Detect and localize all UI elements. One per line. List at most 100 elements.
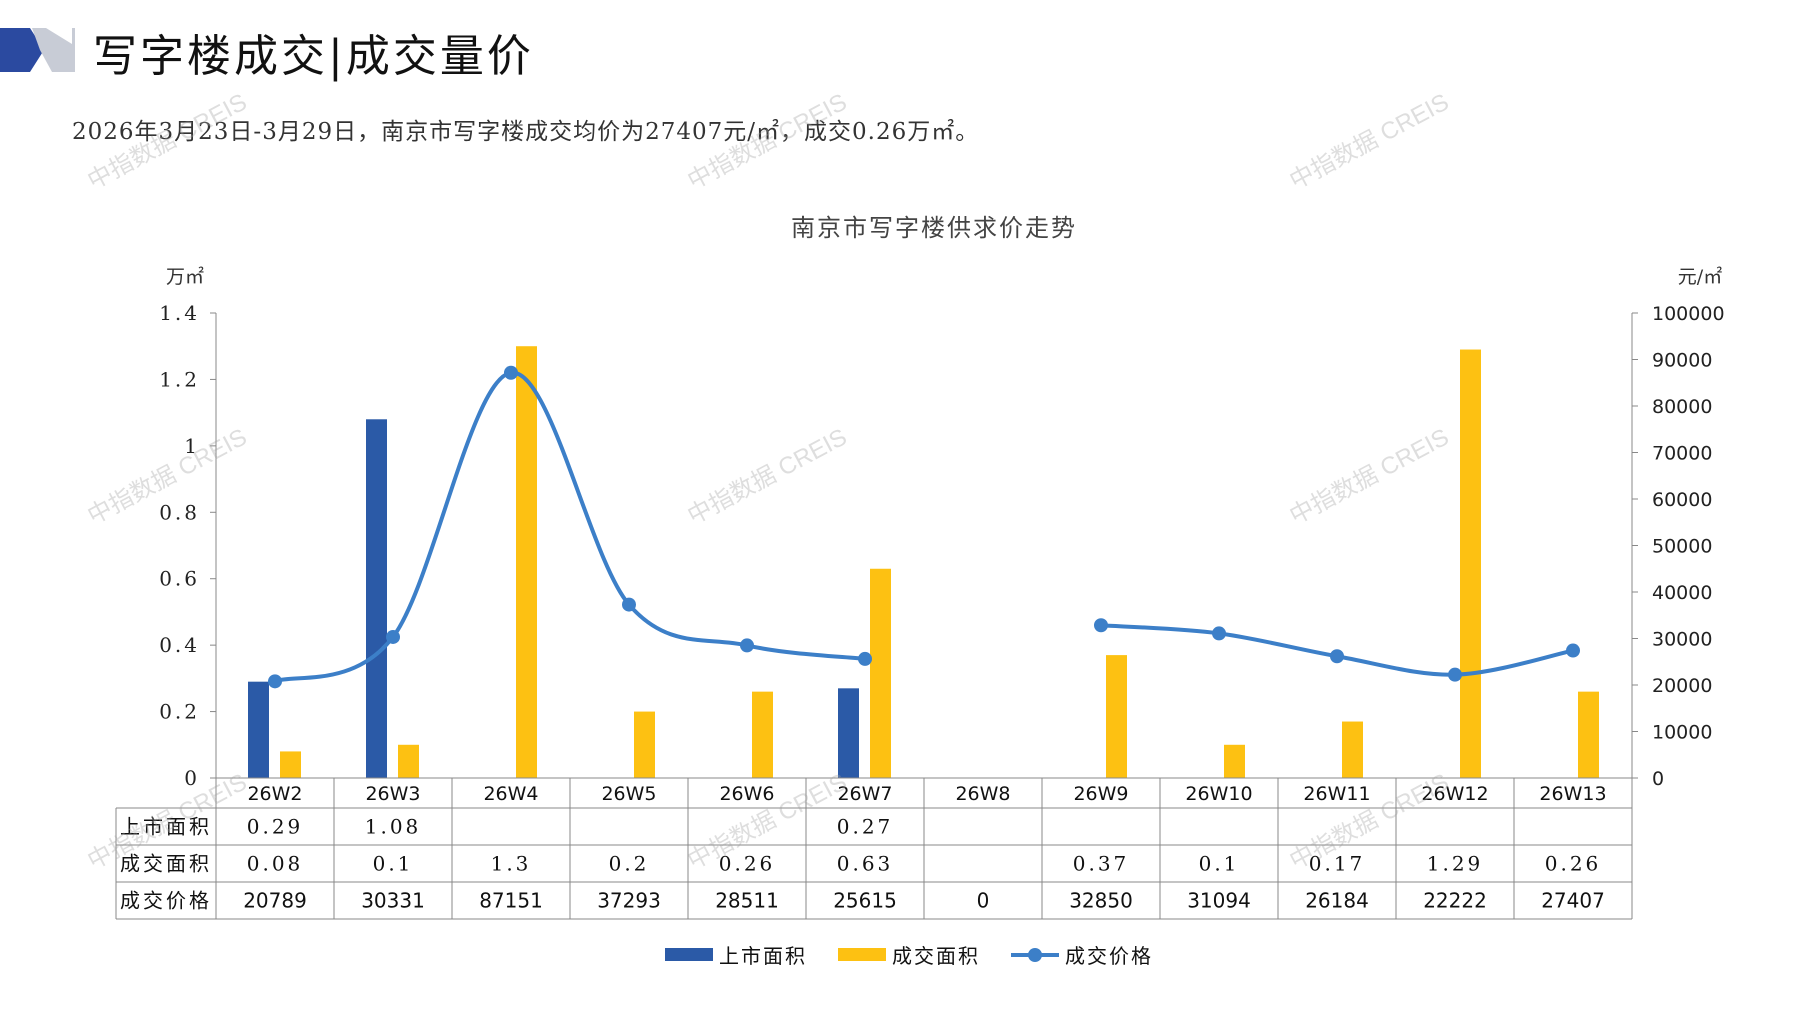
table-data-label: 25615 — [833, 889, 897, 913]
page-title: 写字楼成交|成交量价 — [93, 31, 534, 82]
bar-deal-area — [398, 744, 419, 778]
table-data-label: 30331 — [361, 889, 425, 913]
brand-logo — [0, 28, 75, 72]
bar-listed-area — [366, 419, 387, 778]
price-point — [386, 629, 400, 644]
x-category-label: 26W3 — [365, 783, 420, 805]
price-point — [858, 651, 872, 666]
right-axis-tick-label: 60000 — [1652, 489, 1712, 511]
right-axis-tick-label: 0 — [1652, 768, 1664, 790]
table-data-label: 1.08 — [365, 815, 422, 839]
x-category-label: 26W6 — [719, 783, 774, 805]
table-data-label: 0.2 — [609, 852, 650, 876]
table-row-label: 上市面积 — [120, 815, 212, 839]
bar-listed-area — [838, 688, 859, 778]
legend-label: 成交面积 — [892, 944, 980, 968]
price-point — [268, 674, 282, 689]
table-data-label: 1.3 — [491, 852, 532, 876]
left-axis-tick-label: 0 — [184, 766, 200, 790]
bar-deal-area — [1342, 721, 1363, 778]
price-point — [1330, 649, 1344, 664]
legend-swatch — [838, 948, 886, 961]
legend-label: 成交价格 — [1065, 944, 1153, 968]
table-data-label: 0.08 — [247, 852, 304, 876]
right-axis-tick-label: 40000 — [1652, 582, 1712, 604]
bar-listed-area — [248, 681, 269, 778]
table-row-label: 成交价格 — [120, 889, 212, 913]
x-category-label: 26W13 — [1539, 783, 1606, 805]
bar-deal-area — [1224, 744, 1245, 778]
table-data-label: 0.26 — [1545, 852, 1602, 876]
left-axis-tick-label: 0.8 — [159, 500, 200, 524]
price-point — [1094, 618, 1108, 633]
table-data-label: 32850 — [1069, 889, 1133, 913]
left-axis-tick-label: 0.6 — [159, 567, 200, 591]
bar-deal-area — [516, 346, 537, 778]
right-axis-tick-label: 50000 — [1652, 536, 1712, 558]
table-data-label: 0.26 — [719, 852, 776, 876]
right-axis-unit: 元/㎡ — [1678, 265, 1722, 288]
x-category-label: 26W5 — [601, 783, 656, 805]
price-point — [504, 365, 518, 380]
legend-swatch — [665, 948, 713, 961]
table-data-label: 28511 — [715, 889, 779, 913]
bar-deal-area — [870, 568, 891, 778]
chart-title: 南京市写字楼供求价走势 — [791, 214, 1077, 242]
price-point — [622, 597, 636, 612]
table-data-label: 0.1 — [373, 852, 414, 876]
bar-deal-area — [1106, 655, 1127, 778]
right-axis-tick-label: 10000 — [1652, 722, 1712, 744]
x-category-label: 26W10 — [1185, 783, 1252, 805]
table-data-label: 0.27 — [837, 815, 894, 839]
price-point — [1566, 643, 1580, 658]
left-axis-unit: 万㎡ — [166, 265, 204, 288]
x-category-label: 26W12 — [1421, 783, 1488, 805]
table-data-label: 37293 — [597, 889, 661, 913]
legend-swatch-marker — [1028, 948, 1042, 962]
x-category-label: 26W7 — [837, 783, 892, 805]
table-data-label: 27407 — [1541, 889, 1605, 913]
x-category-label: 26W8 — [955, 783, 1010, 805]
price-point — [1212, 626, 1226, 641]
left-axis-tick-label: 1.4 — [159, 301, 200, 325]
right-axis-tick-label: 100000 — [1652, 303, 1725, 325]
logo-dark-shape — [0, 28, 44, 72]
bar-deal-area — [1460, 349, 1481, 778]
table-data-label: 0.37 — [1073, 852, 1130, 876]
bar-deal-area — [1578, 691, 1599, 778]
table-data-label: 26184 — [1305, 889, 1369, 913]
bar-deal-area — [752, 691, 773, 778]
table-data-label: 20789 — [243, 889, 307, 913]
right-axis-tick-label: 30000 — [1652, 629, 1712, 651]
left-axis-tick-label: 1 — [184, 434, 200, 458]
table-data-label: 0.17 — [1309, 852, 1366, 876]
table-row-label: 成交面积 — [120, 852, 212, 876]
right-axis-tick-label: 80000 — [1652, 396, 1712, 418]
left-axis-tick-label: 0.2 — [159, 700, 200, 724]
right-axis-tick-label: 20000 — [1652, 675, 1712, 697]
table-data-label: 31094 — [1187, 889, 1251, 913]
table-data-label: 0.1 — [1199, 852, 1240, 876]
logo-cut-shape — [46, 28, 72, 44]
table-data-label: 0 — [977, 889, 990, 913]
table-data-label: 0.29 — [247, 815, 304, 839]
table-data-label: 22222 — [1423, 889, 1487, 913]
right-axis-tick-label: 90000 — [1652, 350, 1712, 372]
x-category-label: 26W11 — [1303, 783, 1370, 805]
table-data-label: 1.29 — [1427, 852, 1484, 876]
x-category-label: 26W4 — [483, 783, 538, 805]
x-category-label: 26W9 — [1073, 783, 1128, 805]
summary-text: 2026年3月23日-3月29日，南京市写字楼成交均价为27407元/㎡，成交0… — [72, 119, 980, 145]
left-axis-tick-label: 1.2 — [159, 367, 200, 391]
price-point — [740, 638, 754, 653]
bar-deal-area — [280, 751, 301, 778]
bar-deal-area — [634, 711, 655, 778]
table-data-label: 0.63 — [837, 852, 894, 876]
price-line — [273, 370, 867, 684]
price-point — [1448, 667, 1462, 682]
right-axis-tick-label: 70000 — [1652, 443, 1712, 465]
table-data-label: 87151 — [479, 889, 543, 913]
x-category-label: 26W2 — [247, 783, 302, 805]
legend-label: 上市面积 — [719, 944, 807, 968]
